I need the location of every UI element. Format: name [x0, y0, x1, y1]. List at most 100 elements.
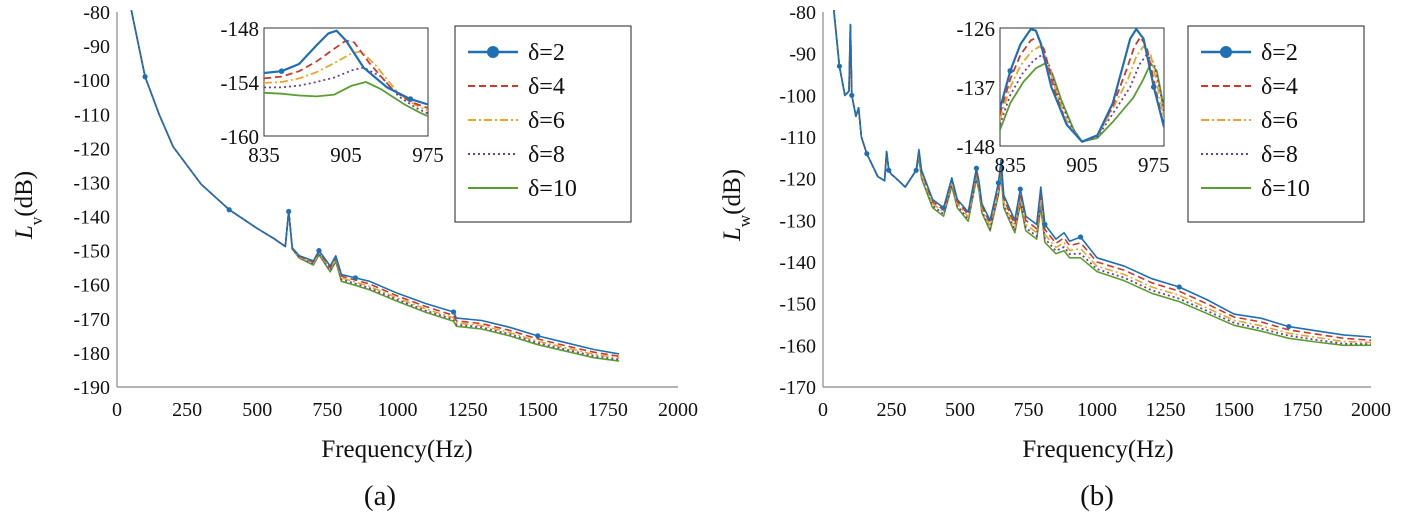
b-legend-label-4: δ=10	[1261, 176, 1310, 202]
b-x-tick-0: 0	[818, 399, 828, 421]
b-series-marker-34	[1017, 186, 1023, 192]
panel-a-inset-frame	[263, 27, 429, 137]
panel-a-y-tick-labels: -80 -90 -100 -110 -120 -130 -140 -150 -160 -170 -1…	[73, 2, 110, 399]
a-inset-x-tick-1: 905	[330, 143, 362, 167]
a-x-tick-5: 1250	[448, 399, 488, 421]
a-y-tick-9: -170	[73, 309, 110, 331]
panel-b-y-label-sub: w	[735, 214, 754, 227]
a-y-tick-8: -160	[73, 275, 110, 297]
b-legend-entry-1: δ=4	[1201, 74, 1298, 100]
a-inset-line-3	[264, 66, 428, 115]
b-inset-y-tick-0: -126	[957, 17, 996, 41]
a-series-marker-22	[451, 309, 457, 315]
panel-b-inset-x-tick-labels: 835 905 975	[995, 153, 1170, 177]
b-legend-label-2: δ=6	[1261, 108, 1298, 134]
a-legend-label-0: δ=2	[528, 40, 565, 66]
b-series-marker-2	[836, 63, 843, 69]
a-series-marker-6	[226, 207, 232, 213]
b-legend-marker-0	[1220, 46, 1232, 58]
b-y-tick-6: -140	[779, 252, 816, 274]
b-inset-y-tick-2: -148	[957, 135, 996, 159]
panel-b-x-tick-labels: 0 250 500 750 1000 1250 1500 1750 2000	[818, 399, 1391, 421]
panel-b-label: (b)	[1080, 480, 1114, 512]
a-y-tick-1: -90	[83, 36, 110, 58]
a-legend-label-4: δ=10	[528, 176, 577, 202]
b-legend-entry-4: δ=10	[1201, 176, 1310, 202]
b-y-tick-0: -80	[789, 2, 816, 24]
a-inset-line-4	[264, 81, 428, 118]
a-y-tick-0: -80	[83, 2, 110, 24]
a-legend-entry-1: δ=4	[468, 74, 565, 100]
panel-b-x-axis-label: Frequency(Hz)	[1022, 436, 1173, 463]
b-y-tick-2: -100	[779, 85, 816, 107]
b-y-tick-8: -160	[779, 335, 816, 357]
b-x-tick-7: 1750	[1283, 399, 1323, 421]
b-x-tick-6: 1500	[1214, 399, 1254, 421]
b-y-tick-5: -130	[779, 210, 816, 232]
a-legend-entry-3: δ=8	[468, 142, 565, 168]
panel-a-inset-series	[264, 29, 428, 118]
a-series-marker-10	[286, 208, 292, 215]
a-inset-y-tick-2: -160	[221, 125, 260, 149]
panel-b-y-label-unit: (dB)	[719, 169, 746, 215]
a-y-tick-10: -180	[73, 343, 110, 365]
a-series-marker-14	[316, 248, 322, 254]
a-legend-marker-0	[487, 46, 499, 58]
panel-a-legend-frame	[454, 25, 632, 223]
b-series-marker-50	[1286, 323, 1292, 330]
a-legend-label-1: δ=4	[528, 74, 565, 100]
a-x-tick-1: 250	[172, 399, 202, 421]
a-x-tick-7: 1750	[588, 399, 628, 421]
panel-a-y-label-sub: v	[27, 216, 46, 225]
panel-a-inset-y-tick-labels: -148 -154 -160	[221, 17, 260, 149]
panel-b-legend: δ=2 δ=4 δ=6 δ=8 δ=10	[1187, 25, 1365, 223]
a-y-tick-5: -130	[73, 172, 110, 194]
a-inset-x-tick-0: 835	[248, 143, 280, 167]
b-series-marker-42	[1077, 234, 1084, 240]
a-x-tick-8: 2000	[658, 399, 698, 421]
panel-a-x-tick-labels: 0 250 500 750 1000 1250 1500 1750 2000	[112, 399, 698, 421]
a-y-tick-3: -110	[74, 104, 110, 126]
panel-a-inset: -148 -154 -160 835 905 975	[221, 17, 444, 167]
b-x-tick-5: 1250	[1146, 399, 1186, 421]
panel-a-y-label-unit: (dB)	[11, 171, 38, 217]
a-series-marker-2	[142, 74, 148, 80]
a-legend-entry-2: δ=6	[468, 108, 565, 134]
a-legend-entry-0: δ=2	[468, 40, 565, 66]
b-legend-entry-2: δ=6	[1201, 108, 1298, 134]
a-legend-entries: δ=2 δ=4 δ=6 δ=8 δ=10	[468, 40, 577, 202]
b-y-tick-1: -90	[789, 44, 816, 66]
panel-a-axes-frame	[116, 12, 678, 388]
a-inset-y-tick-0: -148	[221, 17, 260, 41]
b-series-marker-10	[864, 151, 870, 157]
panel-a-legend: δ=2 δ=4 δ=6 δ=8 δ=10	[454, 25, 632, 223]
panel-b-inset-series	[1000, 28, 1164, 143]
b-legend-label-3: δ=8	[1261, 142, 1298, 168]
a-legend-entry-4: δ=10	[468, 176, 577, 202]
a-x-tick-0: 0	[112, 399, 122, 421]
panel-a: -80 -90 -100 -110 -120 -130 -140 -150 -160 -170 -1…	[11, 2, 698, 512]
a-legend-label-2: δ=6	[528, 108, 565, 134]
panel-a-y-axis-label: Lv(dB)	[11, 171, 46, 240]
b-series-marker-6	[849, 92, 855, 98]
a-x-tick-3: 750	[312, 399, 342, 421]
b-legend-entry-3: δ=8	[1201, 142, 1298, 168]
a-series-marker-26	[535, 333, 541, 339]
panel-b: -80 -90 -100 -110 -120 -130 -140 -150 -160 -170 0…	[719, 2, 1391, 512]
panel-b-y-tick-labels: -80 -90 -100 -110 -120 -130 -140 -150 -160 -170	[779, 2, 816, 399]
b-y-tick-4: -120	[779, 169, 816, 191]
a-inset-y-tick-1: -154	[221, 71, 260, 95]
b-y-tick-9: -170	[779, 377, 816, 399]
b-series-marker-26	[973, 165, 980, 171]
a-x-tick-2: 500	[242, 399, 272, 421]
a-inset-marker-9	[407, 96, 414, 102]
b-series-marker-14	[886, 167, 892, 173]
b-series-marker-22	[940, 205, 947, 211]
a-series-line-0	[130, 10, 620, 355]
panel-b-y-axis-label: Lw(dB)	[719, 169, 754, 242]
a-y-tick-11: -190	[73, 377, 110, 399]
panel-a-x-axis-label: Frequency(Hz)	[321, 436, 472, 463]
a-inset-line-0	[264, 29, 428, 106]
b-inset-x-tick-1: 905	[1066, 153, 1098, 177]
